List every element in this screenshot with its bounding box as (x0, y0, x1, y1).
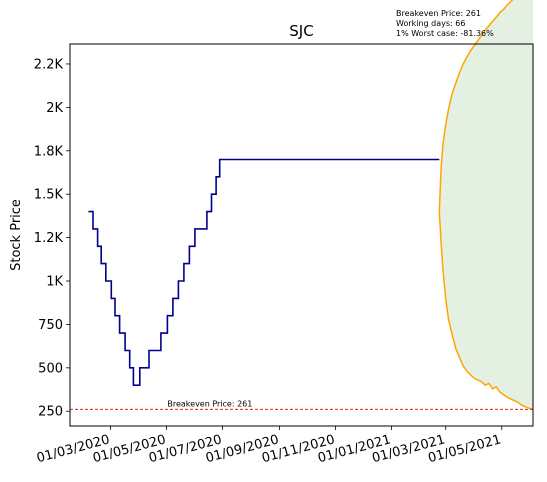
forecast-fill (439, 0, 533, 410)
y-tick-label: 1K (46, 275, 63, 290)
y-tick-label: 1.2K (34, 231, 64, 246)
y-tick-label: 2K (46, 101, 63, 116)
breakeven-label: Breakeven Price: 261 (167, 399, 252, 408)
info-worst-case: 1% Worst case: -81.36% (396, 29, 494, 38)
y-axis: 250 500 750 1K 1.2K 1.5K 1.8K 2K 2.2K (34, 57, 70, 420)
chart-title: SJC (289, 22, 313, 40)
x-axis: 01/03/202001/05/202001/07/202001/09/2020… (35, 426, 503, 466)
forecast-band (439, 0, 533, 410)
y-axis-label: Stock Price (9, 199, 24, 271)
info-breakeven: Breakeven Price: 261 (396, 9, 481, 18)
y-tick-label: 1.5K (34, 188, 64, 203)
plot-frame (69, 43, 534, 427)
forecast-upper-line (438, 0, 514, 212)
forecast-lower-line (438, 211, 534, 411)
y-tick-label: 1.8K (34, 144, 64, 159)
y-tick-label: 500 (38, 361, 63, 376)
info-box: Breakeven Price: 261 Working days: 66 1%… (396, 9, 494, 38)
price-line-0 (88, 158, 440, 387)
y-tick-label: 750 (38, 318, 63, 333)
y-tick-label: 2.2K (34, 57, 64, 72)
plot-lines (88, 0, 534, 411)
info-working-days: Working days: 66 (396, 19, 465, 28)
y-tick-label: 250 (38, 405, 63, 420)
